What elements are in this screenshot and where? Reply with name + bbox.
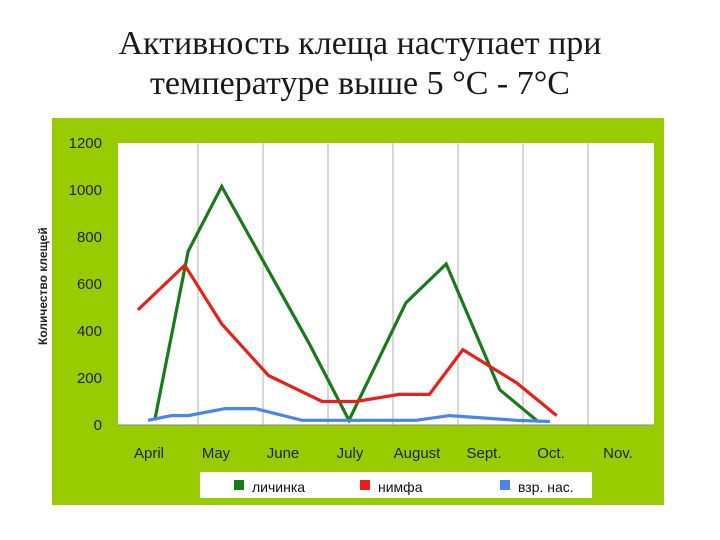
x-tick-label: Oct. bbox=[537, 445, 565, 462]
x-tick-label: July bbox=[337, 445, 364, 462]
legend-swatch bbox=[234, 480, 244, 490]
y-tick-label: 0 bbox=[94, 417, 102, 434]
title-line-2: температуре выше 5 °С - 7°С bbox=[149, 65, 570, 102]
x-axis-ticks: April May June July August Sept. Oct. Nov. bbox=[134, 445, 633, 462]
y-axis-ticks: 0 200 400 600 800 1000 1200 bbox=[69, 135, 102, 434]
y-tick-label: 200 bbox=[77, 370, 102, 387]
series-lines bbox=[136, 183, 558, 424]
plot-area bbox=[118, 143, 654, 425]
chart-title: Активность клеща наступает при температу… bbox=[0, 24, 720, 104]
legend-swatch bbox=[360, 480, 370, 490]
legend: личинка нимфа взр. нас. bbox=[200, 472, 592, 498]
x-tick-label: June bbox=[267, 445, 300, 462]
title-line-1: Активность клеща наступает при bbox=[118, 25, 602, 62]
y-tick-label: 1000 bbox=[69, 182, 102, 199]
y-tick-label: 800 bbox=[77, 229, 102, 246]
x-tick-label: April bbox=[134, 445, 164, 462]
y-tick-label: 1200 bbox=[69, 135, 102, 152]
legend-label: личинка bbox=[252, 479, 305, 495]
series-line-нимфа bbox=[136, 262, 558, 417]
legend-label: нимфа bbox=[378, 479, 423, 495]
x-tick-label: Nov. bbox=[603, 445, 633, 462]
y-tick-label: 400 bbox=[77, 323, 102, 340]
x-tick-label: May bbox=[202, 445, 231, 462]
legend-box bbox=[200, 472, 592, 498]
x-tick-label: Sept. bbox=[466, 445, 501, 462]
legend-swatch bbox=[500, 480, 510, 490]
y-axis-label: Количество клещей bbox=[36, 227, 50, 345]
legend-label: взр. нас. bbox=[518, 479, 574, 495]
series-line-взр. нас. bbox=[147, 407, 551, 424]
y-tick-label: 600 bbox=[77, 276, 102, 293]
x-tick-label: August bbox=[394, 445, 442, 462]
